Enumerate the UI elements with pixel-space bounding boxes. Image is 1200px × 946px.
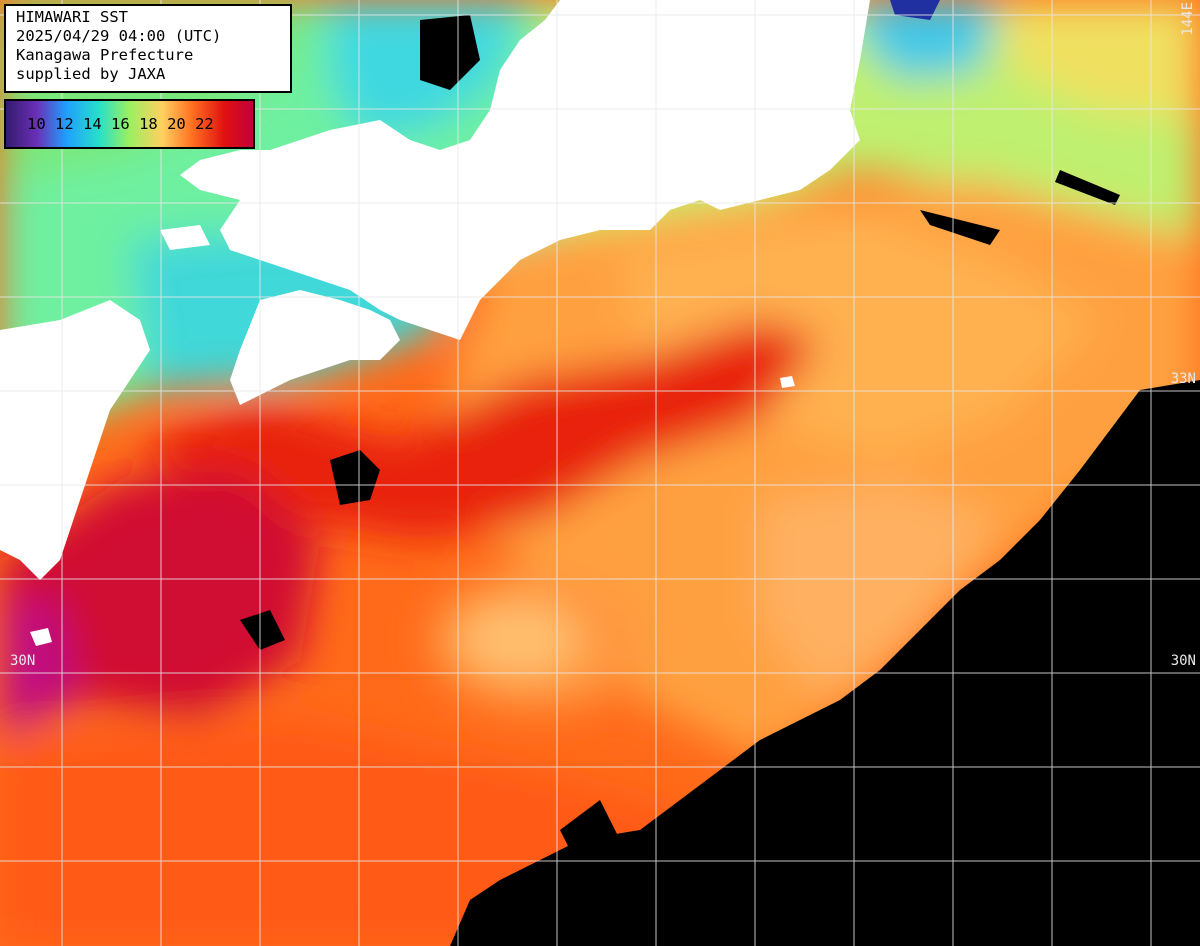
color-legend: 10 12 14 16 18 20 22 (4, 99, 255, 149)
legend-tick: 22 (195, 115, 214, 133)
legend-tick: 12 (55, 115, 74, 133)
legend-tick: 14 (83, 115, 102, 133)
credit-label: supplied by JAXA (16, 65, 166, 83)
region-label: Kanagawa Prefecture (16, 46, 194, 64)
lon-label-144e: 144E (1180, 2, 1196, 36)
lat-label-30n-left: 30N (10, 653, 36, 669)
legend-tick: 16 (111, 115, 130, 133)
timestamp: 2025/04/29 04:00 (UTC) (16, 27, 222, 45)
legend-gradient (4, 99, 255, 149)
lat-label-33n: 33N (1170, 371, 1196, 387)
legend-ticks: 10 12 14 16 18 20 22 (27, 115, 214, 133)
legend-tick: 10 (27, 115, 46, 133)
lat-label-30n-right: 30N (1170, 653, 1196, 669)
legend-tick: 18 (139, 115, 158, 133)
info-box: HIMAWARI SST 2025/04/29 04:00 (UTC) Kana… (4, 4, 292, 93)
map-title: HIMAWARI SST (16, 8, 128, 26)
legend-tick: 20 (167, 115, 186, 133)
